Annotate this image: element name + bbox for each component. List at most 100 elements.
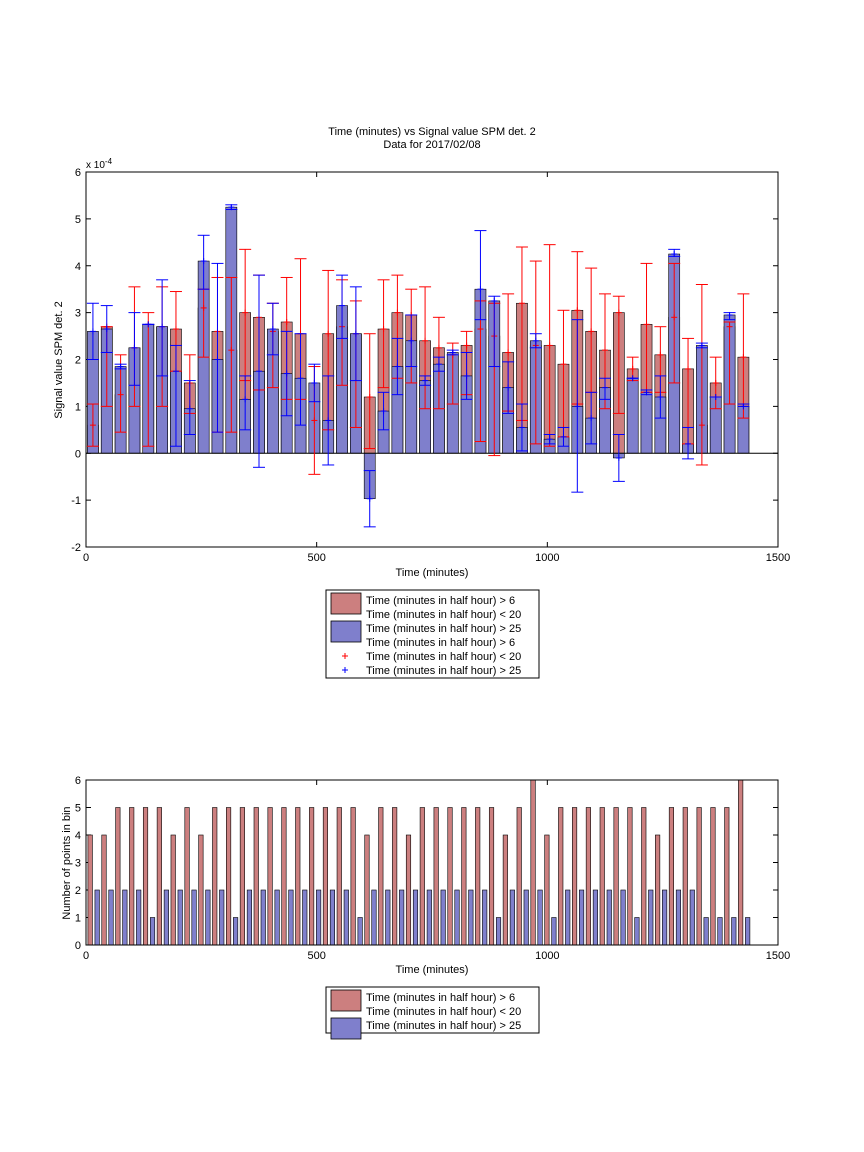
chart2-x-tick-label: 0 — [83, 950, 89, 962]
chart2-y-tick-label: 1 — [75, 913, 81, 925]
chart2-bar-s2 — [163, 889, 169, 946]
chart2-legend-entry-text: Time (minutes in half hour) > 6 — [366, 992, 515, 1004]
chart2-axes-frame — [85, 779, 779, 946]
chart2-bar-s2 — [523, 889, 529, 946]
chart2-bar-s2 — [454, 889, 460, 946]
chart2-bar-s1 — [724, 807, 730, 946]
chart2-bar-s2 — [468, 889, 474, 946]
chart2-bar-s1 — [267, 807, 273, 946]
chart2-bar-s2 — [246, 889, 252, 946]
chart1-x-tick-label: 1500 — [766, 552, 790, 564]
chart2-bar-s1 — [461, 807, 467, 946]
chart2-bar-s2 — [274, 889, 280, 946]
chart1-title: Time (minutes) vs Signal value SPM det. … — [328, 126, 535, 138]
chart1-y-tick-label: 2 — [75, 355, 81, 367]
chart2-bar-s1 — [599, 807, 605, 946]
chart2-bar-s2 — [440, 889, 446, 946]
chart2-bar-s1 — [142, 807, 149, 946]
chart2-bar-s2 — [662, 889, 668, 946]
chart2-bar-s1 — [585, 807, 591, 946]
chart2-bar-s1 — [405, 834, 412, 946]
chart1-axes-frame — [85, 171, 779, 548]
chart2-bar-s1 — [613, 807, 619, 946]
chart2-bar-s1 — [115, 807, 121, 946]
chart2-bar-s1 — [350, 807, 356, 946]
chart2-bar-s1 — [392, 807, 398, 946]
chart2-bar-s2 — [357, 917, 363, 946]
chart1-bar-s2 — [626, 377, 639, 454]
chart1-y-tick-label: 6 — [75, 167, 81, 179]
chart2-legend-patch — [330, 989, 362, 1012]
chart2-bar-s2 — [260, 889, 266, 946]
chart2-y-tick-label: 4 — [75, 830, 81, 842]
chart1-y-axis-label: Signal value SPM det. 2 — [53, 301, 65, 418]
chart2-legend-box — [325, 986, 540, 1034]
chart2-bar-s1 — [336, 807, 342, 946]
chart1-legend-entry-text: Time (minutes in half hour) < 20 — [366, 651, 521, 663]
chart1-legend-box — [325, 589, 540, 679]
chart2-bar-s2 — [316, 889, 322, 946]
chart2-bar-s2 — [219, 889, 225, 946]
chart2-bar-s1 — [156, 807, 162, 946]
chart2-bar-s2 — [371, 889, 377, 946]
chart2-bar-s2 — [122, 889, 128, 946]
chart2-bar-s1 — [516, 807, 522, 946]
chart2-x-tick-label: 500 — [307, 950, 325, 962]
chart2-bar-s2 — [634, 917, 640, 946]
chart2-bar-s1 — [253, 807, 259, 946]
chart2-legend: Time (minutes in half hour) > 6 Time (min… — [325, 986, 540, 1040]
chart2-bar-s2 — [302, 889, 308, 946]
chart2-bar-s2 — [717, 917, 723, 946]
chart2-bar-s2 — [399, 889, 405, 946]
chart2-y-tick-label: 3 — [75, 858, 81, 870]
chart2-bar-s2 — [233, 917, 239, 946]
chart1-legend: Time (minutes in half hour) > 6 Time (min… — [325, 589, 540, 679]
chart1-exponent-base: x 10 — [86, 160, 105, 171]
chart1-x-axis-label: Time (minutes) — [396, 567, 469, 579]
chart2-bar-s2 — [689, 889, 695, 946]
chart2-bar-s2 — [343, 889, 349, 946]
chart2-bar-s1 — [544, 834, 550, 946]
chart2-bar-s2 — [620, 889, 626, 946]
chart1-legend-entry-text: Time (minutes in half hour) > 25 — [366, 623, 521, 635]
chart2-bar-s2 — [108, 889, 114, 946]
chart1-y-tick-label: 4 — [75, 261, 81, 273]
chart1-y-tick-label: -1 — [71, 495, 81, 507]
chart2-bar-s2 — [412, 889, 419, 946]
chart1-y-tick-label: -2 — [71, 542, 81, 554]
chart2-bar-s1 — [322, 807, 329, 946]
chart2-bar-s2 — [426, 889, 432, 946]
chart2-bar-s1 — [682, 807, 688, 946]
chart2-bar-s1 — [530, 779, 536, 946]
chart2-bar-s2 — [136, 889, 142, 946]
chart1-legend-entry-text: Time (minutes in half hour) > 6 — [366, 595, 515, 607]
chart1-legend-entry-text: Time (minutes in half hour) < 20 — [366, 609, 521, 621]
chart2-bar-s2 — [509, 889, 515, 946]
chart2-bar-s2 — [191, 889, 197, 946]
chart2-bar-s1 — [668, 807, 675, 946]
chart2-bar-s1 — [226, 807, 232, 946]
chart2-bar-s1 — [309, 807, 315, 946]
chart2-bar-s1 — [87, 834, 93, 946]
chart2-bar-s1 — [212, 807, 218, 946]
chart2-bar-s1 — [627, 807, 633, 946]
chart2-bar-s2 — [149, 917, 156, 946]
chart2-legend-entry-text: Time (minutes in half hour) < 20 — [366, 1006, 521, 1018]
chart2-bar-s1 — [558, 807, 564, 946]
chart2-x-axis-label: Time (minutes) — [396, 964, 469, 976]
chart2-bar-s2 — [551, 917, 557, 946]
chart1-legend-patch — [330, 592, 362, 615]
chart2-bar-s1 — [447, 807, 453, 946]
chart2-bar-s1 — [502, 834, 508, 946]
chart2-bar-s2 — [606, 889, 612, 946]
chart2-legend-entry-text: Time (minutes in half hour) > 25 — [366, 1020, 521, 1032]
chart2-bar-s2 — [592, 889, 598, 946]
chart1-bar-s2 — [640, 392, 653, 454]
chart2-bar-s2 — [745, 917, 751, 946]
chart2-bar-s2 — [495, 917, 502, 946]
chart2-bar-s2 — [94, 889, 100, 946]
chart2-bar-s2 — [675, 889, 682, 946]
chart2-bar-s1 — [419, 807, 425, 946]
chart1-x-tick-label: 500 — [307, 552, 325, 564]
